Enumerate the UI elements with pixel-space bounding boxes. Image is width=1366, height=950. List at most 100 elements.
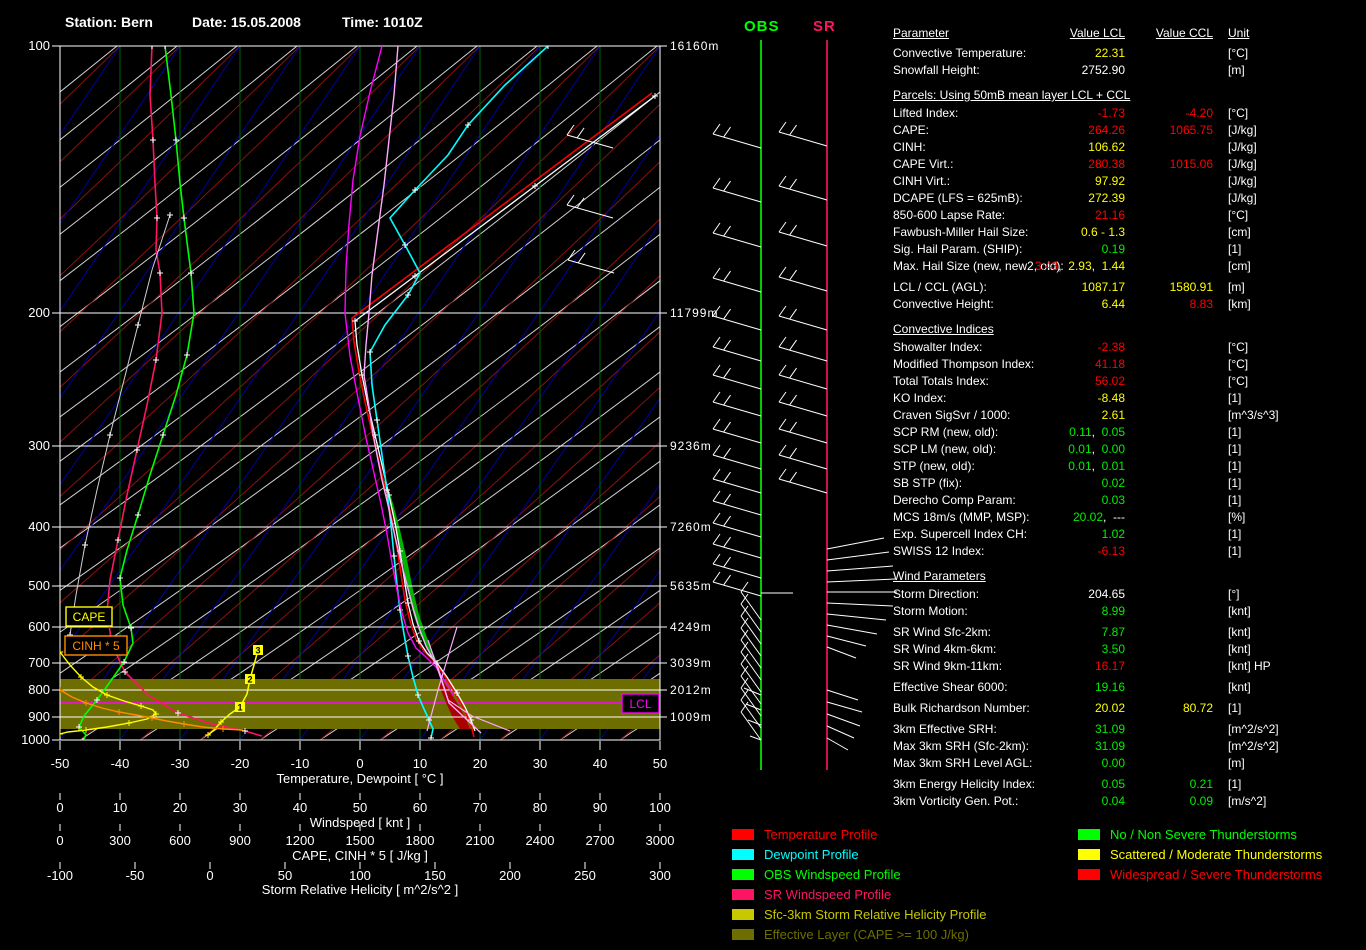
value-part: 204.65 [1088, 587, 1125, 601]
obs-wind-column [713, 40, 793, 770]
axis-tick-label: 10 [413, 756, 427, 771]
row-unit: [1] [1228, 527, 1241, 542]
profile-legend-item: SR Windspeed Profile [732, 884, 987, 904]
axis-tick-label: 50 [353, 800, 367, 815]
value-part: , [1092, 442, 1102, 456]
value-part: 1580.91 [1170, 280, 1213, 294]
axis-tick-label: 0 [356, 756, 363, 771]
value-part: 16.17 [1095, 659, 1125, 673]
value-ccl: 1580.91 [893, 280, 1213, 295]
table-section-title: Wind Parameters [893, 569, 1366, 587]
altitude-label: 9236m [670, 439, 712, 453]
profile-legend-item: Sfc-3km Storm Relative Helicity Profile [732, 904, 987, 924]
row-unit: [°C] [1228, 340, 1248, 355]
value-lcl: 3.43, 2.93, 1.44 [893, 259, 1125, 274]
value-ccl: 0.09 [893, 794, 1213, 809]
row-unit: [cm] [1228, 259, 1251, 274]
table-row: CAPE:264.261065.75[J/kg] [893, 123, 1366, 140]
value-lcl: 1.02 [893, 527, 1125, 542]
value-part: 0.05 [1102, 425, 1125, 439]
row-unit: [J/kg] [1228, 174, 1257, 189]
value-lcl: 0.01, 0.00 [893, 442, 1125, 457]
table-row: Lifted Index:-1.73-4.20[°C] [893, 106, 1366, 123]
table-row: Total Totals Index:56.02[°C] [893, 374, 1366, 391]
value-part: 56.02 [1095, 374, 1125, 388]
row-unit: [°C] [1228, 374, 1248, 389]
value-lcl: 31.09 [893, 722, 1125, 737]
row-unit: [m^2/s^2] [1228, 722, 1279, 737]
axis-tick-label: 1500 [346, 833, 375, 848]
section-title-text: Convective Indices [893, 322, 994, 336]
table-row: LCL / CCL (AGL):1087.171580.91[m] [893, 280, 1366, 297]
profile-series [57, 43, 658, 744]
table-row: CAPE Virt.:280.381015.06[J/kg] [893, 157, 1366, 174]
cinh-box: CINH * 5 [65, 636, 127, 655]
row-unit: [1] [1228, 242, 1241, 257]
value-part: -6.13 [1098, 544, 1125, 558]
col-header-unit: Unit [1228, 26, 1249, 41]
pressure-label: 900 [28, 709, 50, 724]
legend-swatch-icon [1078, 869, 1100, 880]
value-part: 2.61 [1102, 408, 1125, 422]
axis-tick-label: 20 [473, 756, 487, 771]
axis-tick-label: 300 [109, 833, 131, 848]
value-part: 31.09 [1095, 722, 1125, 736]
sr-wind-barbs [779, 122, 897, 750]
axis-tick-label: 900 [229, 833, 251, 848]
altitude-label: 11799m [670, 306, 718, 320]
table-header-row: ParameterValue LCLValue CCLUnit [893, 26, 1366, 46]
row-unit: [m] [1228, 63, 1245, 78]
profile-legend-item: Dewpoint Profile [732, 844, 987, 864]
row-unit: [1] [1228, 459, 1241, 474]
legend-swatch-icon [732, 869, 754, 880]
row-unit: [m^3/s^3] [1228, 408, 1279, 423]
table-row: Fawbush-Miller Hail Size:0.6 - 1.3[cm] [893, 225, 1366, 242]
axis-tick-label: 40 [593, 756, 607, 771]
legend-swatch-icon [732, 829, 754, 840]
axis-tick-label: 0 [206, 868, 213, 883]
value-part: 0.01 [1102, 459, 1125, 473]
col-header-value-ccl: Value CCL [893, 26, 1213, 41]
pressure-label: 500 [28, 578, 50, 593]
table-row: SB STP (fix):0.02[1] [893, 476, 1366, 493]
sr-column-header: SR [813, 18, 836, 35]
legend-label: Temperature Profile [764, 827, 877, 842]
value-part: 80.72 [1183, 701, 1213, 715]
svg-text:2: 2 [247, 675, 252, 685]
axis-tick-label: 150 [424, 868, 446, 883]
table-row: Storm Direction:204.65[°] [893, 587, 1366, 604]
legend-swatch-icon [732, 849, 754, 860]
table-row: Max 3km SRH (Sfc-2km):31.09[m^2/s^2] [893, 739, 1366, 756]
legend-label: Dewpoint Profile [764, 847, 859, 862]
row-unit: [1] [1228, 544, 1241, 559]
sr-windspeed-profile [104, 43, 262, 736]
table-row: Craven SigSvr / 1000:2.61[m^3/s^3] [893, 408, 1366, 425]
value-part: 0.21 [1190, 777, 1213, 791]
value-part: 22.31 [1095, 46, 1125, 60]
value-lcl: 272.39 [893, 191, 1125, 206]
row-unit: [°C] [1228, 357, 1248, 372]
axis-tick-label: 10 [113, 800, 127, 815]
altitude-label: 16160m [670, 39, 719, 53]
value-lcl: 106.62 [893, 140, 1125, 155]
value-lcl: 8.99 [893, 604, 1125, 619]
row-unit: [cm] [1228, 225, 1251, 240]
table-row: Storm Motion:8.99[knt] [893, 604, 1366, 621]
table-row: Max 3km SRH Level AGL:0.00[m] [893, 756, 1366, 773]
value-ccl: 80.72 [893, 701, 1213, 716]
table-row: Derecho Comp Param:0.03[1] [893, 493, 1366, 510]
axis-tick-label: 0 [56, 800, 63, 815]
parameter-table: ParameterValue LCLValue CCLUnitConvectiv… [893, 26, 1366, 811]
axis-tick-label: 20 [173, 800, 187, 815]
storm-legend-item: Widespread / Severe Thunderstorms [1078, 864, 1322, 884]
row-unit: [knt] [1228, 625, 1251, 640]
axis-tick-label: 250 [574, 868, 596, 883]
value-lcl: 0.02 [893, 476, 1125, 491]
row-unit: [knt] [1228, 604, 1251, 619]
table-section-title: Parcels: Using 50mB mean layer LCL + CCL [893, 88, 1366, 106]
value-part: , [1092, 459, 1102, 473]
legend-swatch-icon [732, 909, 754, 920]
table-row: KO Index:-8.48[1] [893, 391, 1366, 408]
value-lcl: -8.48 [893, 391, 1125, 406]
obs-wind-barbs [713, 124, 793, 740]
